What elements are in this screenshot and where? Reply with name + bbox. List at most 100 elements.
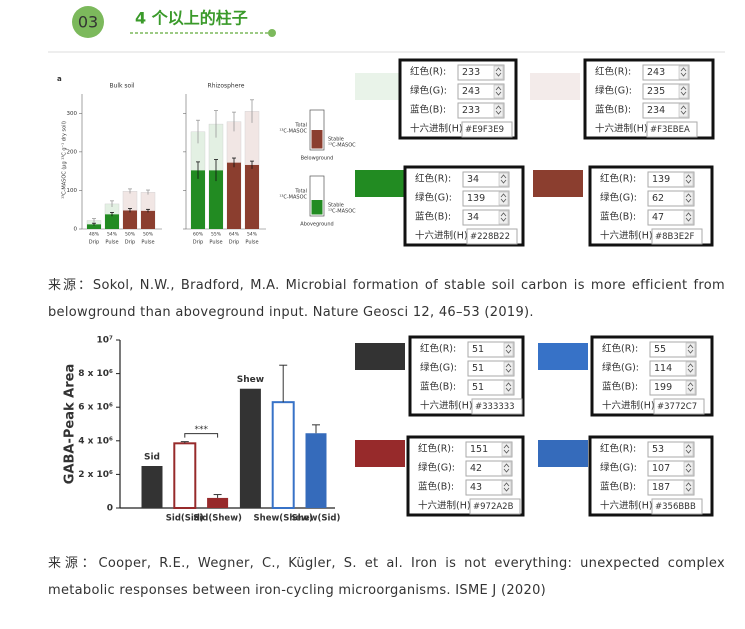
bar-label: Sid [144,453,160,463]
color-label: 蓝色(B): [418,481,454,493]
spinner [501,442,512,457]
bar [209,170,223,229]
y-tick-label: 100 [67,188,78,194]
x-tick-label: Drip [125,240,135,246]
x-tick-label: Sid(Sid) [166,514,204,524]
bar [123,210,137,229]
percent-label: 50% [143,232,154,238]
color-label: 绿色(G): [602,362,639,374]
legend-text: Stable [328,203,344,209]
color-swatch [533,170,583,197]
spinner [685,361,696,376]
x-tick-label: Pulse [245,240,258,246]
color-value: 34 [467,174,479,185]
value-box [651,228,703,245]
color-swatch [355,73,405,100]
bar [173,442,197,510]
spinner [501,480,512,495]
value-box [649,379,697,396]
color-label: 红色(R): [415,173,451,185]
hex-label: 十六进制(H): [595,123,651,135]
color-label: 红色(R): [410,66,446,78]
x-tick-label: Drip [193,240,203,246]
legend-text: Total [294,189,307,195]
spinner-arrows [500,193,507,203]
color-label: 蓝色(B): [600,211,636,223]
spinner [683,191,694,206]
bar [245,164,259,229]
value-box [461,121,513,138]
significance-bracket [184,433,219,438]
hex-label: 十六进制(H): [420,400,476,412]
caption: 来源：Cooper, R.E., Wegner, C., Kügler, S. … [48,556,725,598]
hex-label: 十六进制(H): [418,500,474,512]
spinner [683,461,694,476]
value-box [647,190,695,207]
bar [227,162,241,229]
value-box [457,64,505,81]
color-value: 114 [654,363,672,374]
color-label: 绿色(G): [415,192,452,204]
y-axis-label: GABA-Peak Area [63,364,78,484]
subplot-title: Rhizosphere [208,83,245,90]
color-label: 蓝色(B): [415,211,451,223]
hex-value: #8B3E2F [655,232,695,242]
x-tick-label: Pulse [209,240,222,246]
y-tick-label: 200 [67,149,78,155]
color-swatch [538,343,588,370]
legend-label: Belowground [301,156,334,162]
value-box [462,209,510,226]
spinner-arrows [680,105,687,115]
x-tick-label: Drip [89,240,99,246]
percent-label: 60% [193,232,204,238]
spinner-arrows [503,463,510,473]
legend-text: ¹³C-MASOC [328,209,356,215]
y-tick-label: 4 x 10⁶ [78,436,113,446]
value-box [467,379,515,396]
legend-label: Aboveground [300,222,333,228]
spinner-arrows [505,382,512,392]
value-box [646,121,698,138]
x-tick-label: Pulse [105,240,118,246]
hex-value: #972A2B [473,502,514,512]
color-swatch [355,343,405,370]
color-value: 199 [654,382,672,393]
spinner-arrows [495,105,502,115]
color-swatch [538,440,588,467]
value-box [642,102,690,119]
legend-text: Total [294,123,307,129]
value-box [465,479,513,496]
bar [141,466,163,508]
y-tick-label: 0 [107,504,113,514]
hex-value: #E9F3E9 [465,125,504,135]
hex-label: 十六进制(H): [600,500,656,512]
value-box [465,460,513,477]
spinner-arrows [687,382,694,392]
value-box [457,102,505,119]
color-value: 187 [652,482,670,493]
percent-label: 54% [247,232,258,238]
spinner-arrows [500,212,507,222]
bar [191,170,205,229]
color-value: 139 [652,174,670,185]
color-value: 47 [652,212,664,223]
color-label: 蓝色(B): [420,381,456,393]
x-tick-label: Shew(Sid) [292,514,341,524]
value-box [649,341,697,358]
hex-label: 十六进制(H): [602,400,658,412]
color-label: 红色(R): [600,173,636,185]
hex-value: #3772C7 [657,402,697,412]
panel-label: a [57,75,62,83]
color-swatch [355,170,405,197]
color-swatch [530,73,580,100]
color-value: 34 [467,212,479,223]
spinner [503,380,514,395]
color-label: 红色(R): [420,343,456,355]
value-box [471,398,523,415]
significance-label: *** [194,425,208,435]
spinner [501,461,512,476]
color-value: 55 [654,344,666,355]
spinner-arrows [495,67,502,77]
value-box [649,360,697,377]
